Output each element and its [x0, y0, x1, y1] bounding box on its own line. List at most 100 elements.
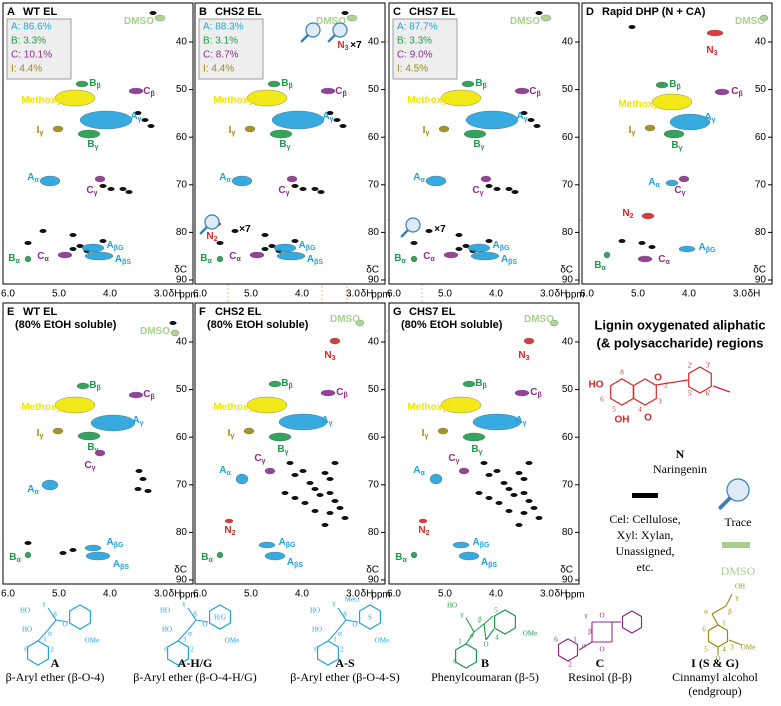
peak-label: Aα: [648, 177, 660, 189]
structure-atom: O: [202, 621, 207, 629]
cross-peak: [90, 414, 136, 432]
peak-label-main: A: [648, 177, 655, 188]
peak-label-sub: γ: [329, 420, 333, 427]
y-tick-label: 50: [176, 384, 188, 395]
unassigned-contour: [69, 247, 77, 251]
peak-label: Bγ: [471, 444, 482, 456]
peak-label-sub: β: [342, 91, 347, 98]
x-axis-label: δH: [555, 289, 568, 300]
panel-letter: A: [7, 6, 15, 18]
peak-label: AβG: [107, 240, 125, 252]
structure-atom: β: [343, 611, 347, 619]
peak-label-sub: βS: [120, 564, 129, 571]
structure-atom: 1: [722, 620, 726, 628]
peak-label-main: A: [413, 172, 420, 183]
cross-peak: [84, 544, 102, 552]
peak-label-main: C: [229, 251, 236, 262]
peak-label: N3: [324, 350, 335, 362]
peak-label-main: A: [481, 557, 488, 568]
unassigned-contour: [299, 187, 307, 191]
peak-label: Cγ: [86, 185, 97, 197]
peak-label: AβG: [107, 537, 125, 549]
unassigned-contour: [141, 118, 149, 122]
naringenin-atom: O: [654, 373, 662, 384]
peak-label: Cγ: [674, 185, 685, 197]
cross-peak: [77, 431, 101, 441]
structure-atom: γ: [583, 612, 587, 620]
y-tick-label: 90: [176, 275, 188, 286]
unassigned-contour: [425, 229, 433, 233]
peak-label-sub: α: [601, 265, 606, 272]
structure-bond: [187, 607, 197, 621]
x-tick-label: 3.0: [346, 289, 360, 300]
unassigned-contour: [527, 118, 535, 122]
structure-name: β-Aryl ether (β-O-4): [6, 670, 105, 684]
peak-label-main: ×7: [434, 224, 446, 235]
peak-label: N3: [337, 40, 348, 52]
peak-label: AβS: [287, 557, 304, 569]
peak-label: Bγ: [87, 139, 98, 151]
peak-label-sub: β: [288, 83, 293, 90]
peak-label-sub: α: [207, 258, 212, 265]
unassigned-contour: [317, 190, 325, 194]
structure-name: β-Aryl ether (β-O-4-H/G): [133, 670, 257, 684]
y-tick-label: 80: [176, 527, 188, 538]
structure-name: Cinnamyl alcohol: [672, 670, 758, 684]
unassigned-contour: [125, 190, 133, 194]
peak-label-main: B: [201, 552, 208, 563]
cross-peak: [244, 125, 256, 133]
structure-name: Phenylcoumaran (β-5): [431, 670, 539, 684]
structure-atom: α: [582, 642, 586, 650]
stats-line: I: 4.4%: [11, 64, 42, 75]
peak-label: Bβ: [475, 78, 487, 90]
peak-label-main: C: [336, 387, 343, 398]
peak-label: Bα: [394, 253, 406, 265]
structure-atom: γ: [41, 600, 45, 608]
structure-ring: [455, 643, 477, 669]
peak-label-main: A: [115, 254, 122, 265]
peak-label-main: C: [278, 185, 285, 196]
naringenin-atom: O: [644, 413, 652, 424]
peak-label: Bβ: [89, 78, 101, 90]
peak-label-main: B: [281, 378, 288, 389]
peak-label-main: A: [287, 557, 294, 568]
y-tick-label: 90: [176, 575, 188, 586]
peak-label-sub: β: [537, 392, 542, 399]
cross-peak: [276, 251, 306, 261]
structure-name: (endgroup): [688, 684, 741, 698]
y-tick-label: 90: [368, 275, 380, 286]
structure-atom: 4: [495, 634, 499, 642]
cross-peak: [128, 87, 144, 95]
peak-label: Bγ: [87, 442, 98, 454]
unassigned-contour: [505, 487, 513, 491]
peak-label: Bγ: [473, 139, 484, 151]
peak-label-main: I: [422, 428, 425, 439]
peak-label-sub: γ: [523, 420, 527, 427]
peak-label-sub: γ: [479, 449, 483, 456]
peak-label-main: C: [86, 185, 93, 196]
y-tick-label: 50: [368, 84, 380, 95]
peak-label-sub: βS: [488, 562, 497, 569]
peak-label-main: B: [87, 442, 94, 453]
peak-label-sub: β: [738, 91, 743, 98]
structure-atom: OMe: [85, 637, 99, 645]
structure-atom: α: [704, 608, 708, 616]
cross-peak: [641, 212, 655, 220]
structure-atom: HO: [20, 607, 30, 615]
peak-label: Cγ: [278, 185, 289, 197]
peak-label-sub: βS: [122, 259, 131, 266]
peak-label-sub: 3: [345, 45, 349, 52]
stats-line: A: 88.3%: [203, 22, 244, 33]
structure-atom: 1: [458, 638, 462, 646]
peak-label: DMSO: [330, 314, 360, 325]
unassigned-contour: [515, 471, 523, 475]
cross-peak: [258, 541, 276, 549]
naringenin-atom: 5': [688, 390, 693, 398]
structure-atom: HO: [162, 626, 172, 634]
peak-label: Cα: [229, 251, 241, 263]
structure-atom: OMe: [225, 637, 239, 645]
cross-peak: [39, 175, 61, 187]
unassigned-contour: [339, 124, 347, 128]
panel-title: Rapid DHP (N + CA): [602, 6, 706, 18]
